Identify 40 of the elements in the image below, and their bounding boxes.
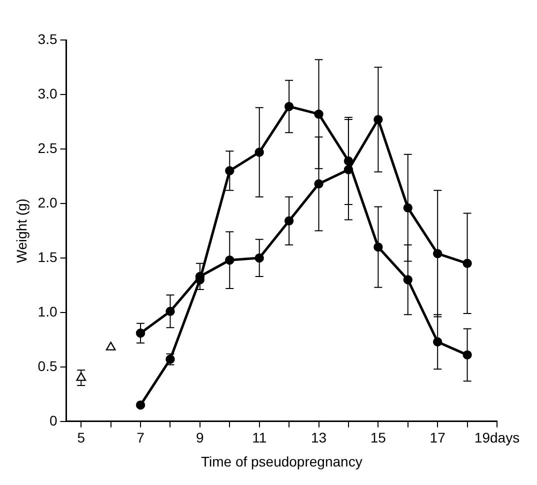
point [374,114,383,124]
point [403,203,412,212]
y-tick-label: 0 [49,412,58,428]
point [462,350,472,360]
point [344,165,354,174]
y-axis-title: Weight (g) [13,198,30,263]
y-tick-label: 2.5 [38,140,58,156]
y-tick-label: 3.5 [38,30,58,47]
point [284,102,294,112]
x-tick-label: 17 [430,430,446,446]
x-tick-label: 11 [252,430,267,446]
y-tick-label: 0.5 [38,358,58,374]
point [76,372,86,381]
x-tick-label: 19days [474,430,520,446]
point [284,216,294,226]
y-tick-label: 3.0 [38,85,58,102]
point [432,337,442,346]
x-tick-label: 5 [77,430,86,446]
point [166,306,175,316]
point [314,179,324,188]
point [462,258,472,268]
point [136,400,146,410]
x-tick-label: 9 [196,430,204,446]
y-tick-label: 1.0 [38,303,58,320]
point [136,328,146,338]
x-tick-label: 15 [370,430,386,446]
point [403,275,412,284]
point [254,148,264,157]
point [106,342,116,350]
point [225,166,234,176]
x-tick-label: 13 [310,430,327,446]
point [432,248,442,258]
x-axis-title: Time of pseudopregnancy [200,453,362,470]
y-tick-label: 2.0 [38,194,58,210]
y-tick-label: 1.5 [38,248,58,265]
x-tick-label: 7 [136,430,145,446]
point [225,256,234,265]
point [314,110,324,119]
point [254,253,264,263]
point [374,242,383,252]
